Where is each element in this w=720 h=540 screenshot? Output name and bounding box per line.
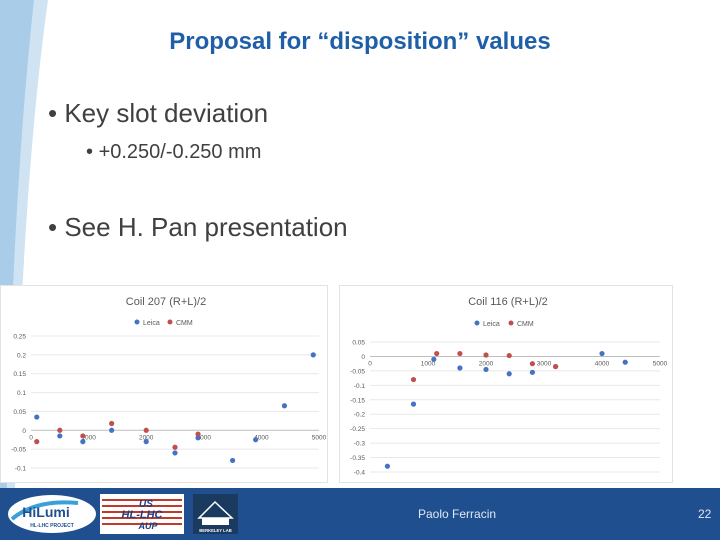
x-tick-label: 0 [368,360,372,367]
chart-legend: Leica CMM [474,320,534,328]
point-leica [253,437,259,443]
point-leica [529,369,535,375]
point-leica [310,352,316,358]
point-leica [622,359,628,365]
point-cmm [457,350,463,357]
hilumi-logo: HiLumi HL-LHC PROJECT [8,495,96,533]
berkeley-lab-logo: BERKELEY LAB [193,494,238,534]
legend-marker-leica [474,320,480,326]
x-tick-label: 0 [29,434,33,441]
point-cmm [80,433,86,439]
legend-marker-leica [134,319,140,325]
point-cmm [483,352,489,358]
chart-coil-207-svg: Coil 207 (R+L)/2 Leica CMM 0.25 0.2 0.15 0.… [11,296,327,473]
point-leica [230,457,236,464]
y-tick-label: -0.05 [350,368,365,375]
bullet-see-presentation: • See H. Pan presentation [48,212,348,242]
point-cmm [109,420,115,427]
point-cmm [506,352,512,359]
chart-title: Coil 116 (R+L)/2 [468,296,548,308]
chart-title: Coil 207 (R+L)/2 [126,296,206,308]
footer-page-number: 22 [698,507,712,521]
y-tick-label: -0.1 [15,466,27,473]
x-tick-label: 4000 [254,434,269,441]
legend-label-leica: Leica [143,320,160,327]
x-tick-label: 1000 [421,360,436,367]
sub-bullet-tolerance: • +0.250/-0.250 mm [86,141,262,163]
hilumi-logo-subtext: HL-LHC PROJECT [30,523,74,529]
aup-logo-text: AUP [137,521,158,531]
bullet-key-slot: • Key slot deviation [48,98,269,128]
chart-coil-207: Coil 207 (R+L)/2 Leica CMM 0.25 0.2 0.15 0.… [0,285,328,483]
point-leica [195,435,201,441]
x-tick-label: 3000 [197,434,212,441]
point-leica [143,439,149,445]
y-tick-label: -0.25 [350,426,365,433]
point-leica [80,439,86,445]
legend-marker-cmm [167,319,173,325]
legend-marker-cmm [508,320,514,326]
point-leica [506,371,512,377]
point-cmm [410,376,417,383]
y-tick-label: -0.1 [354,383,366,390]
x-tick-label: 4000 [595,360,610,367]
x-tick-label: 5000 [312,434,327,441]
chart-coil-116: Coil 116 (R+L)/2 Leica CMM 0.05 0 -0.05 -0.… [339,285,673,483]
point-cmm [172,444,178,450]
footer-author: Paolo Ferracin [418,507,497,521]
point-leica [384,463,390,469]
us-logo-text: US [139,499,153,510]
y-tick-label: -0.3 [354,441,366,448]
y-tick-label: 0.2 [17,352,26,359]
slide-title: Proposal for “disposition” values [169,28,551,55]
point-leica [34,414,40,420]
point-cmm [195,431,201,437]
point-leica [457,365,463,371]
point-leica [410,401,417,407]
point-leica [109,427,115,433]
hllhc-logo-text: HL-LHC [122,509,164,521]
point-cmm [143,427,149,433]
point-cmm [434,350,440,357]
point-leica [172,450,178,456]
point-cmm [529,361,535,367]
chart-coil-116-svg: Coil 116 (R+L)/2 Leica CMM 0.050-0.05-0.… [350,296,668,477]
point-leica [281,403,288,409]
x-tick-label: 2000 [139,434,154,441]
point-leica [599,350,605,357]
y-tick-label: 0.15 [13,371,26,378]
y-tick-label: 0 [22,428,26,435]
y-tick-label: -0.2 [354,412,366,419]
x-tick-label: 5000 [653,360,668,367]
berkeley-logo-text: BERKELEY LAB [199,528,232,533]
y-tick-label: 0.05 [13,409,26,416]
point-cmm [57,427,63,433]
point-leica [483,366,489,373]
point-leica [431,356,437,362]
y-tick-label: -0.15 [350,397,365,404]
bullet-key-slot-text: Key slot deviation [64,98,269,128]
point-cmm [553,363,559,370]
chart-legend: Leica CMM [134,319,193,327]
us-hllhc-aup-logo: US HL-LHC AUP [100,494,184,534]
y-tick-label: 0.25 [13,334,26,341]
sub-bullet-tolerance-text: +0.250/-0.250 mm [98,141,262,163]
y-tick-label: -0.4 [354,470,366,477]
legend-label-leica: Leica [483,321,500,328]
y-tick-label: 0.05 [352,340,365,347]
x-tick-label: 1000 [81,434,96,441]
y-tick-label: 0.1 [17,390,26,397]
point-leica [57,433,63,439]
y-tick-label: 0 [361,354,365,361]
legend-label-cmm: CMM [517,321,534,328]
y-tick-label: -0.35 [350,455,365,462]
legend-label-cmm: CMM [176,320,193,327]
hilumi-logo-text: HiLumi [22,504,69,520]
x-tick-label: 3000 [537,360,552,367]
y-tick-label: -0.05 [11,447,26,454]
x-tick-label: 2000 [479,360,494,367]
point-cmm [34,439,40,445]
bullet-see-presentation-text: See H. Pan presentation [64,212,348,242]
